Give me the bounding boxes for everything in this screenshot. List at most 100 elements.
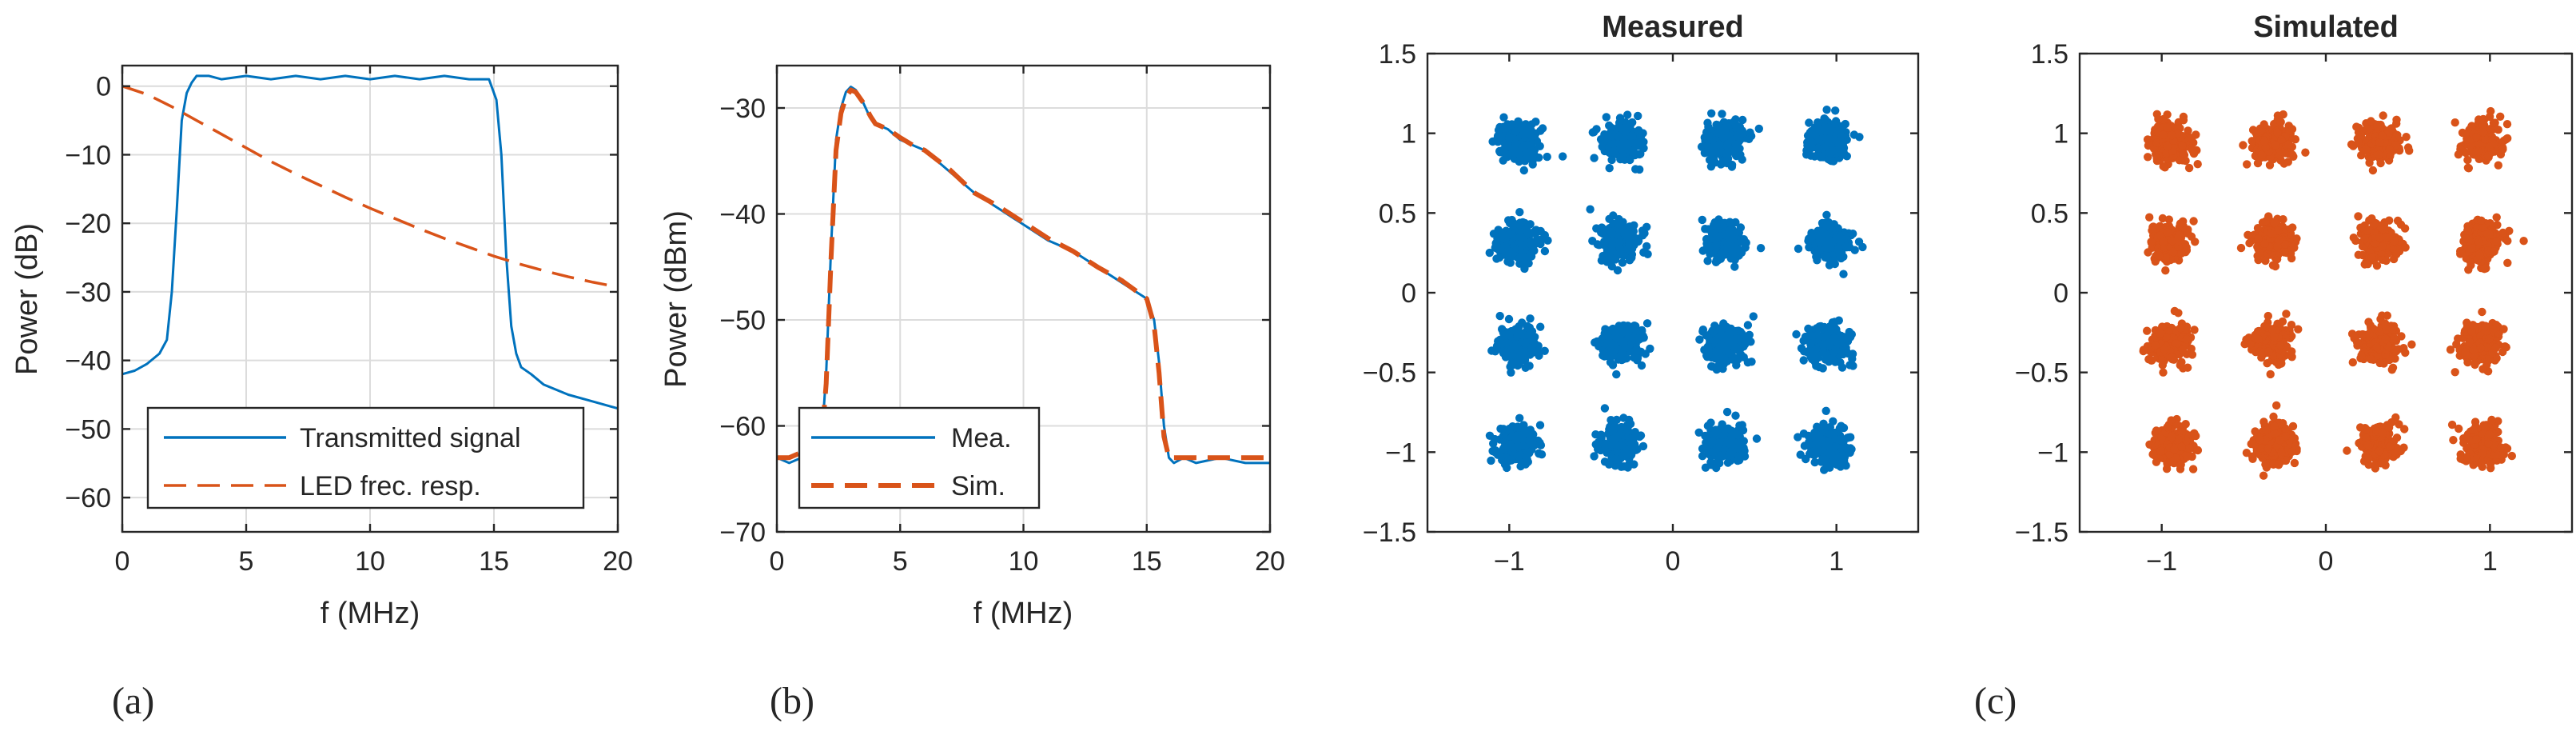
c1-constellation-point xyxy=(1507,368,1515,377)
b-ytick-label: −30 xyxy=(719,94,766,124)
c1-constellation-point xyxy=(1502,453,1511,462)
c1-ytick-label: −0.5 xyxy=(1363,358,1416,389)
c2-constellation-point xyxy=(2170,306,2180,316)
c1-constellation-point xyxy=(1631,165,1640,174)
c1-constellation-point xyxy=(1515,450,1525,460)
c2-constellation-point xyxy=(2152,154,2161,163)
c2-constellation-point xyxy=(2168,247,2178,257)
c2-constellation-point xyxy=(2176,361,2184,369)
c1-constellation-point xyxy=(1721,230,1730,240)
c1-constellation-point xyxy=(1843,433,1852,442)
c1-constellation-point xyxy=(1698,215,1706,225)
c1-constellation-point xyxy=(1822,252,1830,262)
c1-constellation-point xyxy=(1597,430,1606,439)
c1-constellation-point xyxy=(1510,144,1519,154)
c1-constellation-point xyxy=(1825,449,1833,457)
c1-constellation-point xyxy=(1707,109,1716,118)
c1-constellation-point xyxy=(1631,347,1641,357)
a-ytick-label: −40 xyxy=(65,346,111,377)
c1-constellation-point xyxy=(1512,431,1522,440)
panel-b-power: 0 5 10 15 20−30−40−50−60−70 f (MHz) Power (d… xyxy=(659,64,1285,722)
c1-constellation-point xyxy=(1600,238,1609,246)
c1-constellation-point xyxy=(1814,226,1822,235)
c1-constellation-point xyxy=(1515,322,1523,331)
c1-constellation-point xyxy=(1734,251,1743,260)
c1-constellation-point xyxy=(1521,347,1530,357)
b-ytick-label: −70 xyxy=(719,517,766,548)
c2-constellation-point xyxy=(2151,341,2160,350)
c1-constellation-point xyxy=(1749,312,1758,321)
c2-constellation-point xyxy=(2270,333,2279,342)
c1-constellation-point xyxy=(1543,236,1552,245)
c1-constellation-point xyxy=(1505,424,1515,433)
c1-constellation-point xyxy=(1495,253,1504,262)
c1-constellation-point xyxy=(1714,129,1722,138)
b-series xyxy=(776,86,1270,465)
c1-constellation-point xyxy=(1794,244,1803,254)
c1-constellation-point xyxy=(1519,441,1527,450)
c1-constellation-point xyxy=(1850,246,1859,254)
c1-constellation-point xyxy=(1794,433,1802,441)
c1-constellation-point xyxy=(1706,162,1716,171)
c1-constellation-point xyxy=(1618,338,1626,346)
c1-ytick-label: −1.5 xyxy=(1363,517,1416,548)
c2-constellation-point xyxy=(2145,213,2154,222)
c1-constellation-point xyxy=(1740,452,1750,461)
c1-constellation-point xyxy=(1513,331,1523,340)
c2-constellation-point xyxy=(2290,458,2299,468)
c2-constellation-point xyxy=(2176,219,2184,229)
c1-constellation-point xyxy=(1625,238,1634,246)
c1-constellation-point xyxy=(1630,428,1639,437)
b-ytick-label: −40 xyxy=(719,200,766,230)
c1-constellation-point xyxy=(1727,245,1736,254)
c2-constellation-point xyxy=(2159,237,2168,246)
a-series-line-transmitted-signal xyxy=(121,74,619,410)
c1-constellation-point xyxy=(1837,363,1847,372)
c2-constellation-point xyxy=(2161,266,2170,275)
c1-constellation-point xyxy=(1618,154,1628,163)
c2-constellation-point xyxy=(2179,116,2188,125)
b-xtick-label: 20 xyxy=(1255,546,1285,577)
a-legend-label-led: LED frec. resp. xyxy=(300,471,481,501)
c1-constellation-point xyxy=(1521,339,1530,348)
c1-constellation-point xyxy=(1732,361,1741,369)
c2-constellation-point xyxy=(2255,435,2264,445)
c1-constellation-point xyxy=(1528,429,1537,438)
a-xlabel: f (MHz) xyxy=(321,597,420,630)
c1-constellation-point xyxy=(1828,146,1837,156)
c1-constellation-point xyxy=(1623,110,1632,119)
c1-constellation-point xyxy=(1619,413,1628,422)
c2-constellation-point xyxy=(2163,422,2172,432)
c1-constellation-point xyxy=(1825,134,1834,143)
a-ylabel: Power (dB) xyxy=(10,223,44,375)
c1-constellation-point xyxy=(1494,138,1503,146)
c1-constellation-point xyxy=(1537,450,1547,459)
b-legend-box xyxy=(798,406,1041,509)
c1-constellation-point xyxy=(1527,229,1536,238)
c1-constellation-point xyxy=(1731,411,1740,420)
c2-constellation-point xyxy=(2294,325,2303,334)
a-series-line-led-frec-resp xyxy=(121,85,619,289)
b-xlabel: f (MHz) xyxy=(973,597,1073,630)
c1-constellation-point xyxy=(1594,445,1603,453)
c1-constellation-point xyxy=(1626,458,1634,468)
c-simulated-title: Simulated xyxy=(2253,10,2399,44)
a-xtick-label: 20 xyxy=(603,546,633,577)
c2-constellation-point xyxy=(2188,134,2196,142)
c1-constellation-point xyxy=(1822,210,1831,219)
panel-c-measured: Measured −1 0 11.510.50−0.5−1−1.5 xyxy=(1363,10,1920,577)
c1-constellation-point xyxy=(1839,457,1848,465)
c1-constellation-point xyxy=(1634,111,1642,121)
c2-constellation-point xyxy=(2287,447,2296,456)
c1-constellation-point xyxy=(1522,454,1531,463)
c1-constellation-point xyxy=(1594,437,1603,447)
c1-constellation-point xyxy=(1722,407,1732,417)
c2-constellation-point xyxy=(2159,368,2168,377)
c1-constellation-point xyxy=(1613,266,1622,275)
c1-constellation-point xyxy=(1529,347,1539,356)
c1-constellation-point xyxy=(1503,463,1511,473)
c1-constellation-point xyxy=(1610,422,1620,431)
c1-constellation-point xyxy=(1825,429,1835,438)
b-ytick-label: −60 xyxy=(719,412,766,442)
c2-constellation-point xyxy=(2275,436,2284,445)
